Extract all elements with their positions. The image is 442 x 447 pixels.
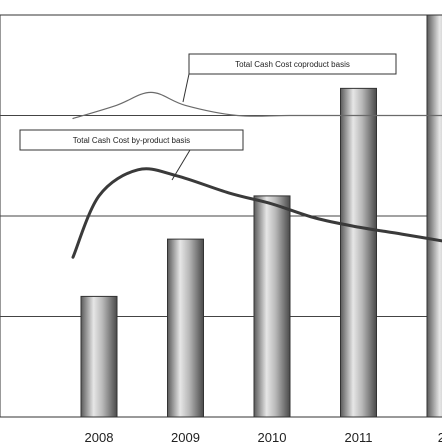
bar <box>340 87 377 418</box>
x-tick-label: 2011 <box>345 430 373 445</box>
annotation-byproduct-label: Total Cash Cost by-product basis <box>73 136 190 145</box>
annotation-coproduct-leader <box>182 73 190 103</box>
annotation-byproduct-leader <box>171 149 191 181</box>
bar <box>167 238 204 418</box>
bar <box>253 195 291 418</box>
x-tick-label: 2010 <box>258 430 287 445</box>
x-tick-label: 2008 <box>85 430 114 445</box>
annotation-coproduct-box <box>188 53 397 75</box>
annotations: Total Cash Cost coproduct basis Total Cas… <box>19 53 397 181</box>
x-axis-ticks: 2008 2009 2010 2011 20 <box>85 430 442 445</box>
x-tick-label: 2009 <box>171 430 200 445</box>
x-tick-label: 20 <box>438 430 442 445</box>
annotation-coproduct-label: Total Cash Cost coproduct basis <box>235 60 350 69</box>
bar <box>426 14 442 418</box>
bar <box>80 295 118 418</box>
annotation-byproduct-box <box>19 129 244 151</box>
line-coproduct-basis <box>72 91 442 120</box>
line-byproduct-basis <box>71 167 442 259</box>
line-series <box>71 91 442 259</box>
